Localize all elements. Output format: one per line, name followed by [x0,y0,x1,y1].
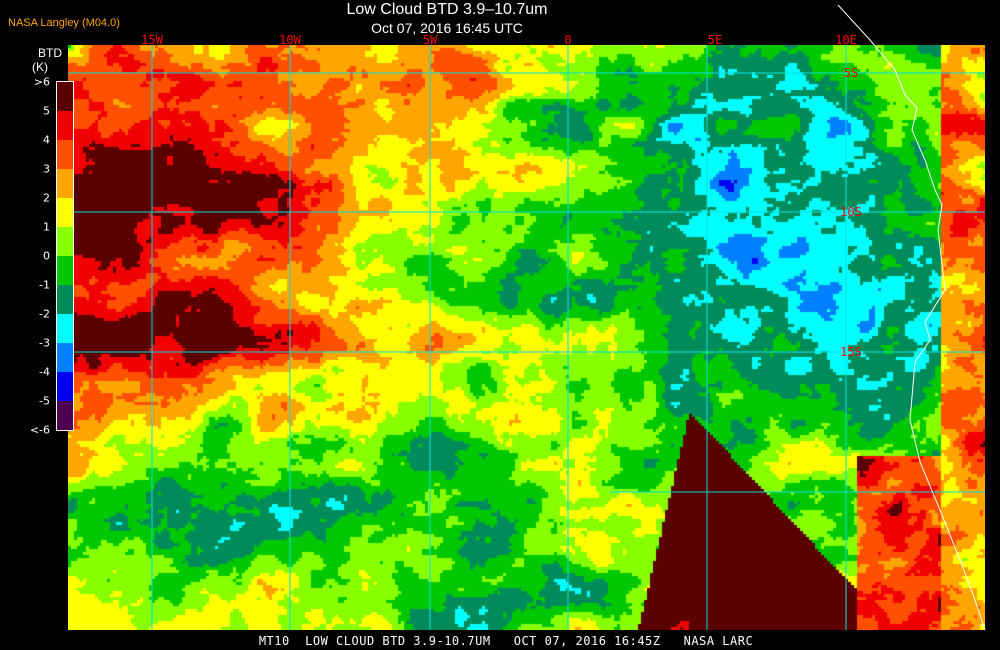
legend-title: BTD [38,46,62,60]
legend-band [57,140,73,169]
longitude-label: 15W [141,33,163,47]
legend-band [57,198,73,227]
legend-unit: (K) [32,60,48,74]
legend-tick: 5 [43,104,50,118]
legend-tick: >6 [33,75,50,89]
legend-band [57,343,73,372]
title-text: Low Cloud BTD 3.9–10.7um [346,1,548,18]
footer-caption: MT10 LOW CLOUD BTD 3.9-10.7UM OCT 07, 20… [0,634,1000,648]
legend-tick: -3 [39,336,50,350]
longitude-label: 5W [422,33,438,47]
lat-lon-grid [68,45,985,630]
legend-band [57,401,73,430]
longitude-label: 0 [564,33,572,47]
latitude-label: 5S [843,66,859,80]
legend-band [57,314,73,343]
latitude-label: 10S [840,205,862,219]
image-datetime: Oct 07, 2016 16:45 UTC [0,20,1000,36]
legend-tick: 2 [43,191,50,205]
legend-tick: -5 [39,394,50,408]
credit-label: NASA Langley (M04.0) [8,17,120,29]
color-legend [56,81,74,431]
image-title: Low Cloud BTD 3.9–10.7um [0,1,1000,19]
legend-band [57,169,73,198]
legend-tick: -1 [39,278,50,292]
legend-tick: <-6 [29,423,50,437]
legend-tick: -4 [39,365,50,379]
datetime-text: Oct 07, 2016 16:45 UTC [371,20,523,36]
satellite-image [68,45,985,630]
longitude-label: 5E [707,33,723,47]
legend-band [57,256,73,285]
legend-band [57,82,73,111]
legend-tick: 0 [43,249,50,263]
legend-band [57,285,73,314]
legend-tick: 1 [43,220,50,234]
legend-band [57,372,73,401]
footer-text: MT10 LOW CLOUD BTD 3.9-10.7UM OCT 07, 20… [258,634,754,648]
latitude-label: 15S [840,345,862,359]
legend-tick: 4 [43,133,50,147]
longitude-label: 10W [279,33,301,47]
legend-band [57,227,73,256]
legend-band [57,111,73,140]
longitude-label: 10E [835,33,857,47]
coastline [837,4,986,631]
legend-tick: -2 [39,307,50,321]
legend-tick: 3 [43,162,50,176]
